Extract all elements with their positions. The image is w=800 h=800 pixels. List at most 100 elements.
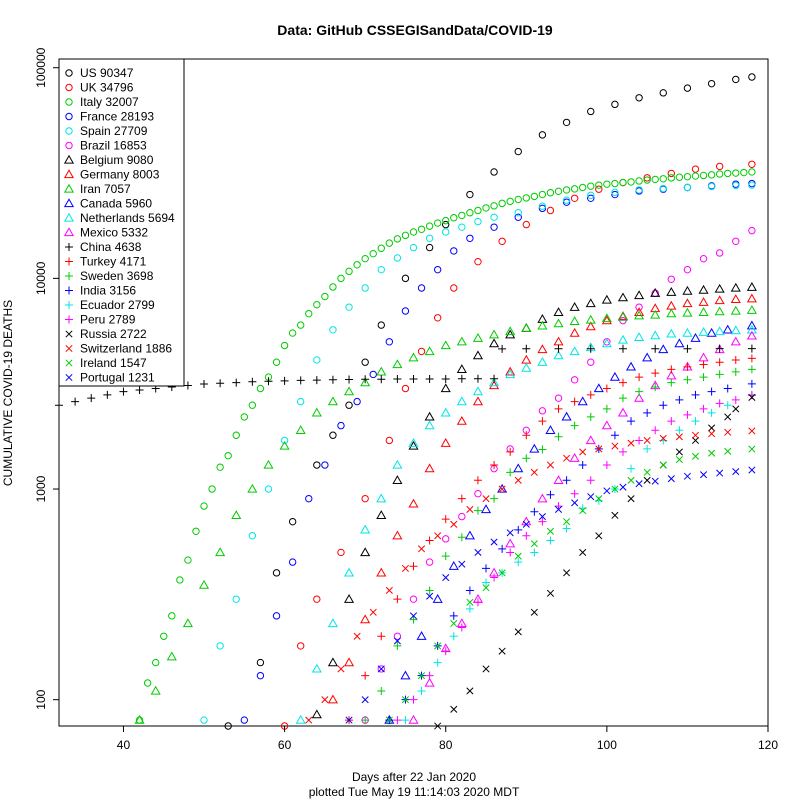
data-point [393,374,402,383]
legend-marker [65,301,73,309]
data-point [659,434,667,442]
data-point [715,170,724,178]
data-point [297,397,305,406]
data-point [472,350,484,360]
data-point [715,399,724,408]
data-point [698,284,709,294]
data-point [667,475,675,483]
series-canada [384,320,757,724]
data-point [627,417,636,426]
data-point [707,171,716,179]
data-point [553,307,564,316]
data-point [683,410,692,419]
data-point [313,461,321,469]
data-point [473,598,482,607]
data-point [240,716,249,724]
data-point [425,234,434,242]
data-point [192,527,200,535]
data-point [627,464,636,473]
data-point [313,356,321,364]
data-point [595,445,603,453]
data-point [748,445,756,453]
data-point [595,181,603,189]
data-point [345,303,353,311]
data-point [424,346,435,356]
data-point [134,714,145,724]
data-point [634,332,645,341]
data-point [578,183,587,192]
data-point [498,569,506,577]
data-point [546,527,555,535]
data-point [530,540,538,548]
data-point [232,431,240,439]
data-point [361,716,370,725]
data-point [611,100,619,109]
data-point [498,647,506,655]
data-point [585,435,596,445]
data-point [489,329,500,339]
series-italy [135,168,756,724]
data-point [506,548,515,557]
legend-marker [63,169,75,179]
data-point [579,448,587,456]
data-point [724,413,732,421]
data-point [466,209,474,217]
data-point [732,169,740,177]
series-ecuador [401,390,756,725]
series-sweden [361,365,756,725]
data-point [746,293,757,303]
data-point [458,211,466,220]
data-point [715,162,724,171]
legend-item: Belgium 9080 [63,153,154,167]
data-point [408,498,419,508]
data-point [385,436,394,445]
data-point [699,360,708,369]
data-point [707,387,716,396]
data-point [329,326,337,334]
data-point [666,328,677,338]
data-point [392,359,403,369]
data-point [256,671,265,680]
legend-marker [65,112,73,121]
data-point [490,538,498,546]
data-point [514,195,522,204]
data-point [714,283,725,293]
legend-label: Brazil 16853 [80,139,147,153]
legend-marker [63,183,75,193]
data-point [514,525,523,534]
data-point [601,315,612,325]
data-point [377,375,386,384]
data-point [361,254,369,263]
data-point [570,185,579,193]
data-point [545,425,556,434]
data-point [586,344,595,353]
data-point [457,494,466,503]
data-point [569,316,580,326]
legend-label: Ecuador 2799 [80,298,155,312]
data-point [417,686,426,695]
legend-marker [65,373,73,382]
data-point [732,181,740,190]
data-point [521,354,532,364]
data-point [748,160,756,168]
data-point [498,344,507,353]
data-point [634,310,645,320]
data-point [643,468,651,476]
data-point [377,665,385,673]
data-point [361,358,369,366]
data-point [393,235,402,243]
data-point [546,536,555,545]
data-point [417,284,426,292]
data-point [683,265,692,274]
data-point [465,586,474,595]
data-point [337,665,345,673]
data-point [401,564,409,572]
data-point [426,592,434,600]
data-point [553,475,564,484]
data-point [474,217,482,226]
data-point [570,376,579,384]
data-point [658,344,669,354]
data-point [634,392,645,402]
data-point [182,618,193,628]
data-point [746,320,757,330]
